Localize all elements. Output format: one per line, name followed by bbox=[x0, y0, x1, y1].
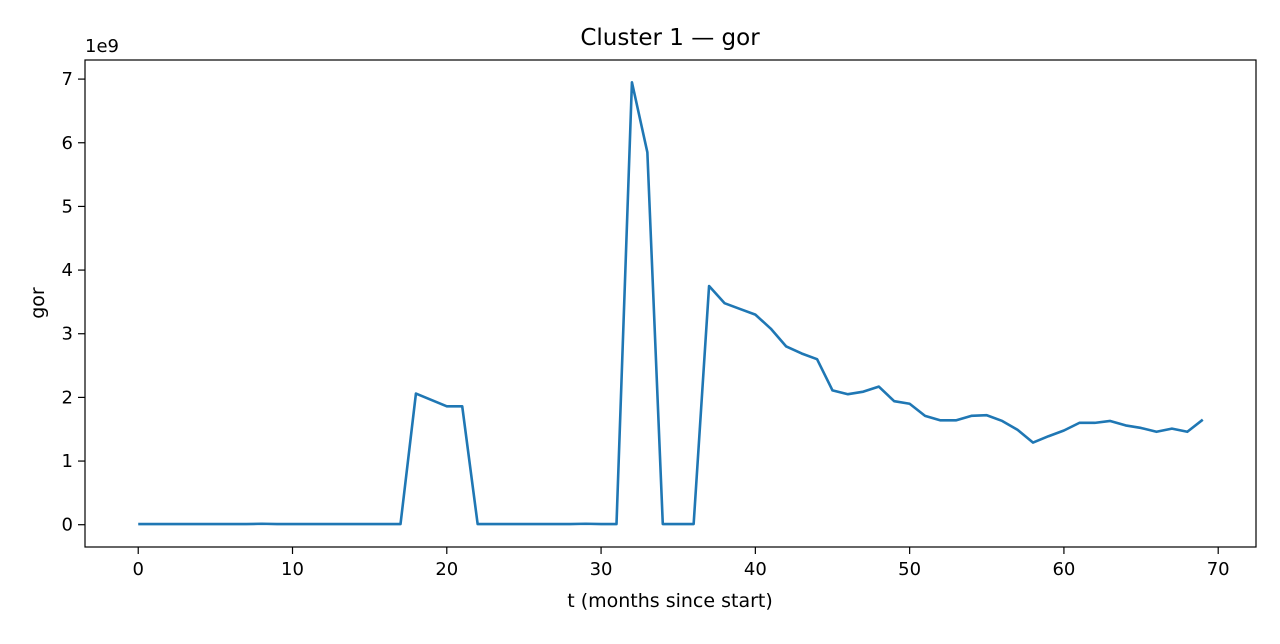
x-tick-label: 30 bbox=[590, 559, 613, 580]
series-line-0 bbox=[138, 80, 1204, 526]
x-tick-label: 60 bbox=[1052, 559, 1075, 580]
y-axis-label: gor bbox=[27, 287, 49, 319]
y-tick-label: 1 bbox=[62, 451, 73, 472]
y-tick-label: 4 bbox=[62, 260, 73, 281]
y-tick-label: 0 bbox=[62, 515, 73, 536]
x-tick-label: 50 bbox=[898, 559, 921, 580]
x-axis-label: t (months since start) bbox=[567, 590, 773, 612]
x-tick-label: 40 bbox=[744, 559, 767, 580]
y-tick-label: 5 bbox=[62, 196, 73, 217]
series-layer bbox=[138, 80, 1204, 526]
ticks-layer: 0 10 20 30 40 50 60 70 0 1 2 3 4 5 6 7 bbox=[62, 69, 1230, 580]
chart-title: Cluster 1 — gor bbox=[580, 25, 760, 51]
x-tick-label: 0 bbox=[133, 559, 144, 580]
y-tick-label: 2 bbox=[62, 387, 73, 408]
y-tick-label: 7 bbox=[62, 69, 73, 90]
y-tick-label: 3 bbox=[62, 324, 73, 345]
y-tick-label: 6 bbox=[62, 133, 73, 154]
y-axis-offset-label: 1e9 bbox=[85, 36, 119, 57]
x-tick-label: 70 bbox=[1207, 559, 1230, 580]
x-tick-label: 20 bbox=[435, 559, 458, 580]
plot-frame bbox=[84, 59, 1257, 548]
x-tick-label: 10 bbox=[281, 559, 304, 580]
